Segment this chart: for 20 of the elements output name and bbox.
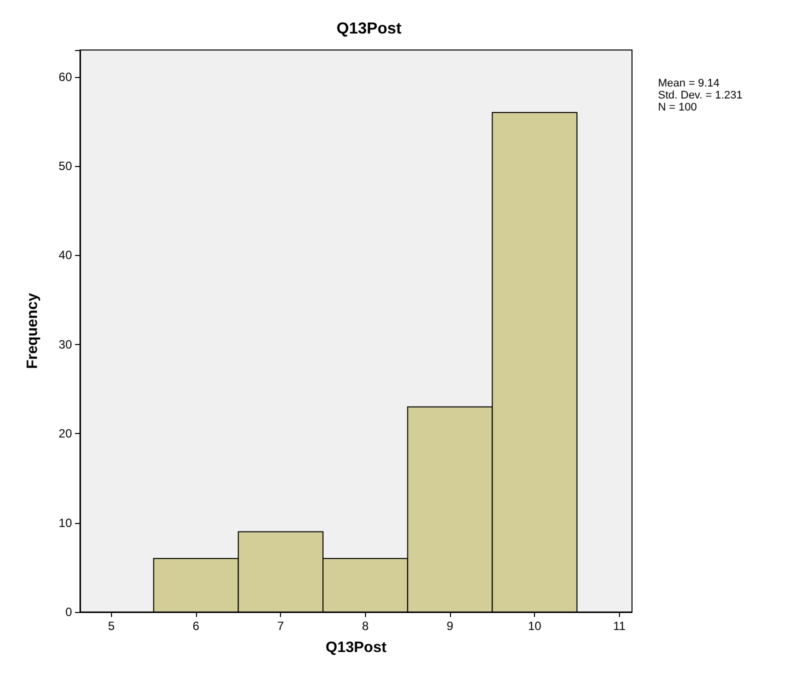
- y-tick-label: 20: [58, 426, 72, 441]
- text: N = 100: [658, 102, 697, 114]
- x-tick-label: 10: [528, 619, 542, 633]
- x-tick-label: 11: [613, 619, 626, 633]
- y-tick-label: 10: [58, 516, 72, 530]
- x-axis-title: Q13Post: [326, 639, 386, 656]
- x-tick-label: 5: [108, 619, 115, 633]
- x-tick-label: 6: [192, 619, 200, 633]
- y-tick-label: 30: [58, 337, 72, 352]
- y-tick-label: 0: [65, 605, 72, 619]
- y-tick-label: 60: [58, 70, 72, 84]
- y-tick-label: 40: [58, 248, 72, 262]
- text: Mean = 9.14: [658, 78, 720, 90]
- x-tick-label: 7: [277, 619, 284, 633]
- x-tick-label: 8: [362, 619, 369, 633]
- y-tick-label: 50: [58, 158, 72, 173]
- x-tick-label: 9: [446, 619, 454, 633]
- text: Std. Dev. = 1.231: [658, 90, 742, 102]
- chart-title: Q13Post: [336, 20, 402, 38]
- y-axis-title: Frequency: [24, 292, 41, 369]
